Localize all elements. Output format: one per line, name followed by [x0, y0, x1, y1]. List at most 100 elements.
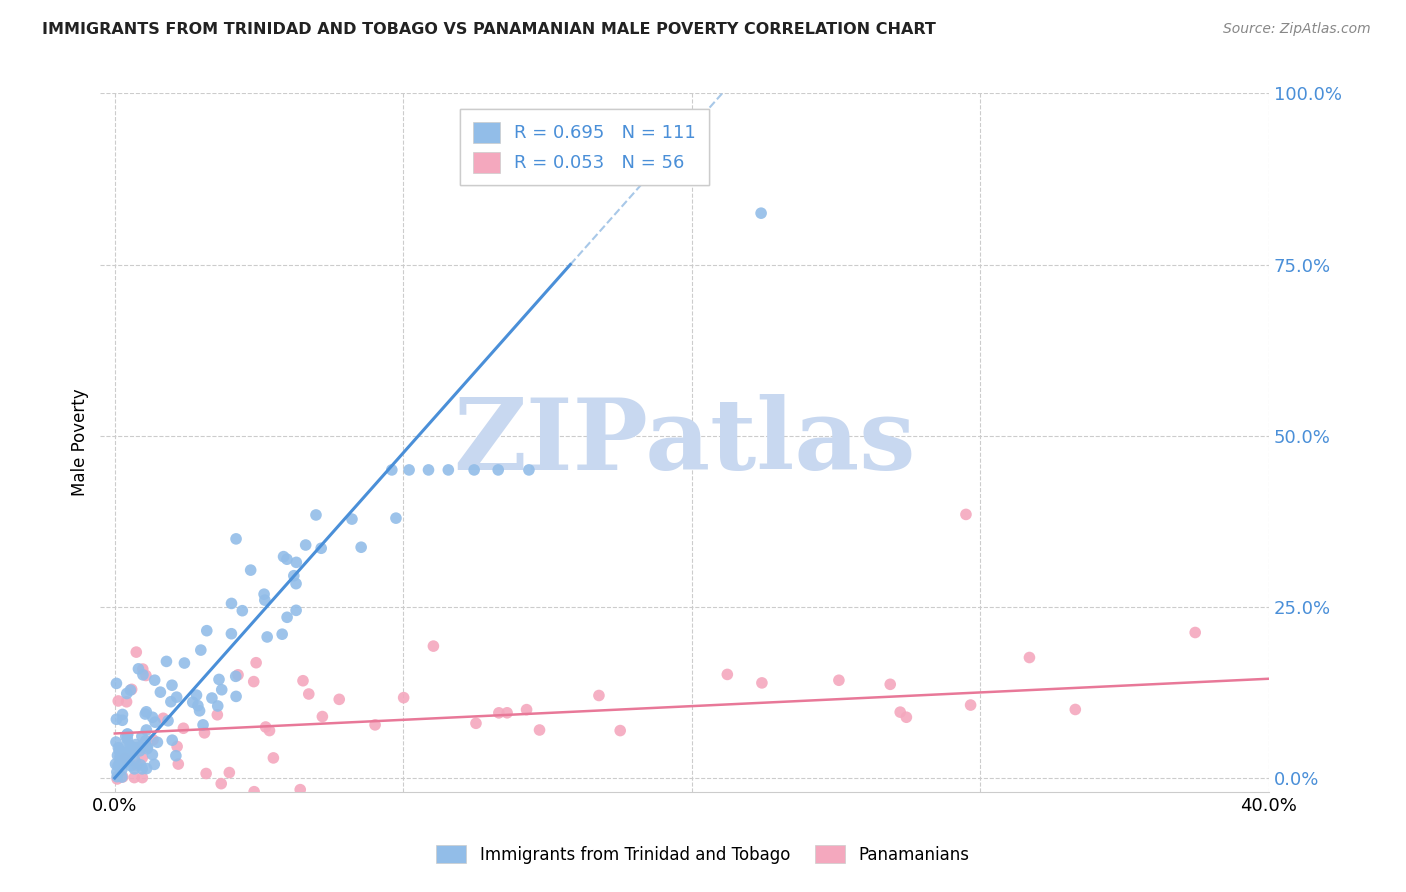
Point	[294, 538, 316, 552]
Point	[273, 549, 295, 564]
Point	[112, 752, 135, 766]
Point	[117, 748, 139, 763]
Point	[135, 733, 157, 747]
Point	[381, 463, 404, 477]
Point	[1064, 702, 1087, 716]
Point	[221, 626, 243, 640]
Point	[186, 688, 208, 702]
Point	[221, 596, 243, 610]
Y-axis label: Male Poverty: Male Poverty	[72, 389, 89, 496]
Point	[207, 707, 229, 722]
Point	[896, 710, 918, 724]
Point	[160, 678, 183, 692]
Point	[195, 766, 218, 780]
Text: IMMIGRANTS FROM TRINIDAD AND TOBAGO VS PANAMANIAN MALE POVERTY CORRELATION CHART: IMMIGRANTS FROM TRINIDAD AND TOBAGO VS P…	[42, 22, 936, 37]
Point	[188, 704, 211, 718]
Point	[105, 772, 128, 786]
Point	[132, 662, 155, 676]
Point	[132, 668, 155, 682]
Point	[117, 731, 139, 746]
Point	[392, 690, 415, 705]
Point	[751, 676, 773, 690]
Point	[385, 511, 408, 525]
Point	[517, 463, 540, 477]
Point	[254, 720, 277, 734]
Point	[259, 723, 281, 738]
Legend: R = 0.695   N = 111, R = 0.053   N = 56: R = 0.695 N = 111, R = 0.053 N = 56	[460, 110, 709, 186]
Point	[135, 762, 157, 776]
Point	[245, 656, 267, 670]
Point	[496, 706, 519, 720]
Point	[209, 777, 232, 791]
Point	[149, 685, 172, 699]
Point	[141, 747, 163, 762]
Point	[207, 698, 229, 713]
Point	[437, 463, 460, 477]
Point	[105, 676, 128, 690]
Point	[125, 738, 148, 752]
Point	[218, 765, 240, 780]
Point	[298, 687, 321, 701]
Point	[285, 555, 308, 569]
Point	[290, 782, 312, 797]
Point	[121, 742, 143, 756]
Point	[117, 727, 139, 741]
Point	[111, 763, 134, 777]
Point	[105, 764, 128, 779]
Point	[131, 762, 153, 776]
Point	[167, 757, 190, 772]
Point	[305, 508, 328, 522]
Point	[155, 654, 177, 668]
Point	[879, 677, 901, 691]
Point	[225, 669, 247, 683]
Point	[181, 695, 204, 709]
Point	[955, 508, 977, 522]
Point	[253, 593, 276, 607]
Point	[124, 740, 146, 755]
Point	[136, 740, 159, 755]
Point	[142, 732, 165, 747]
Point	[136, 741, 159, 756]
Point	[110, 745, 132, 759]
Point	[108, 750, 131, 764]
Point	[135, 705, 157, 719]
Point	[328, 692, 350, 706]
Point	[115, 695, 138, 709]
Point	[152, 711, 174, 725]
Point	[104, 735, 127, 749]
Point	[166, 739, 188, 754]
Point	[107, 740, 129, 755]
Point	[253, 587, 276, 601]
Point	[131, 729, 153, 743]
Point	[127, 662, 149, 676]
Point	[225, 532, 247, 546]
Point	[108, 756, 131, 770]
Point	[588, 689, 610, 703]
Point	[239, 563, 262, 577]
Point	[231, 604, 253, 618]
Text: Source: ZipAtlas.com: Source: ZipAtlas.com	[1223, 22, 1371, 37]
Point	[285, 603, 308, 617]
Point	[211, 682, 233, 697]
Point	[350, 540, 373, 554]
Point	[191, 718, 214, 732]
Point	[134, 707, 156, 722]
Point	[107, 748, 129, 763]
Point	[195, 624, 218, 638]
Point	[111, 745, 134, 759]
Point	[488, 706, 510, 720]
Point	[120, 759, 142, 773]
Point	[291, 673, 314, 688]
Point	[190, 643, 212, 657]
Point	[108, 744, 131, 758]
Point	[276, 552, 298, 566]
Point	[160, 695, 183, 709]
Point	[114, 729, 136, 743]
Point	[422, 639, 444, 653]
Point	[110, 757, 132, 772]
Point	[529, 723, 551, 737]
Point	[110, 752, 132, 766]
Point	[418, 463, 440, 477]
Point	[262, 751, 284, 765]
Point	[105, 770, 128, 784]
